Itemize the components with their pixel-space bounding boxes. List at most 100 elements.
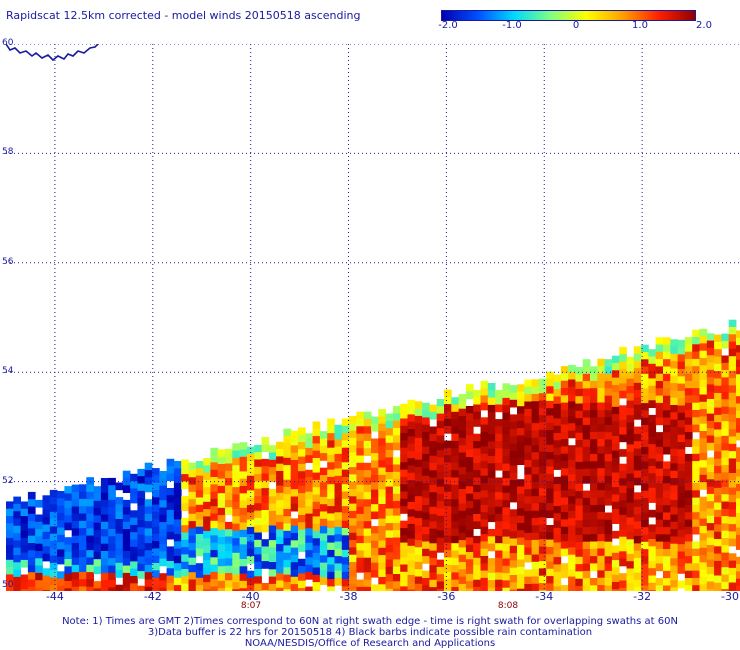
swath-cell	[684, 380, 693, 389]
swath-cell	[79, 571, 87, 580]
swath-cell	[422, 505, 430, 513]
swath-cell	[480, 548, 489, 557]
swath-cell	[6, 581, 14, 590]
swath-cell	[692, 512, 700, 520]
swath-cell	[458, 474, 467, 483]
swath-cell	[188, 535, 197, 544]
swath-cell	[276, 529, 284, 538]
swath-cell	[334, 497, 343, 506]
swath-cell	[517, 457, 525, 465]
swath-cell	[422, 461, 430, 469]
swath-cell	[611, 574, 620, 583]
swath-cell	[684, 344, 693, 353]
swath-cell	[378, 416, 386, 425]
swath-cell	[232, 494, 240, 503]
swath-cell	[465, 442, 474, 451]
swath-cell	[225, 456, 233, 464]
swath-cell	[502, 492, 511, 501]
swath-cell	[502, 383, 511, 391]
swath-cell	[655, 439, 664, 448]
swath-cell	[648, 429, 657, 438]
swath-cell	[290, 430, 299, 439]
swath-cell	[400, 455, 408, 463]
swath-cell	[57, 527, 65, 536]
swath-cell	[728, 385, 737, 394]
swath-cell	[663, 446, 671, 455]
swath-cell	[728, 487, 737, 496]
swath-cell	[480, 512, 489, 520]
swath-cell	[356, 565, 365, 573]
swath-cell	[181, 532, 189, 541]
swath-cell	[195, 577, 204, 586]
swath-cell	[268, 547, 277, 556]
swath-cell	[611, 479, 620, 488]
swath-cell	[560, 570, 569, 579]
swath-cell	[546, 422, 554, 431]
swath-cell	[349, 547, 357, 556]
swath-cell	[728, 348, 737, 357]
swath-cell	[144, 572, 153, 580]
swath-cell	[407, 589, 416, 591]
swath-cell	[195, 512, 204, 520]
swath-cell	[79, 491, 87, 500]
swath-cell	[6, 501, 14, 510]
swath-cell	[444, 455, 452, 463]
swath-cell	[327, 418, 335, 427]
swath-cell	[217, 529, 226, 538]
swath-cell	[568, 401, 576, 410]
swath-cell	[371, 467, 379, 476]
swath-cell	[692, 453, 700, 462]
swath-cell	[509, 399, 518, 408]
swath-cell	[188, 462, 197, 471]
swath-cell	[699, 496, 708, 505]
swath-cell	[692, 497, 700, 506]
map-title: Rapidscat 12.5km corrected - model winds…	[6, 9, 361, 22]
swath-cell	[721, 333, 730, 342]
swath-cell	[327, 535, 335, 543]
swath-cell	[371, 555, 379, 563]
swath-cell	[663, 549, 671, 557]
swath-cell	[582, 432, 591, 440]
swath-cell	[57, 571, 65, 579]
swath-cell	[706, 581, 715, 590]
swath-cell	[225, 565, 233, 574]
swath-cell	[305, 455, 313, 463]
swath-cell	[392, 530, 401, 538]
swath-cell	[100, 558, 109, 566]
swath-cell	[677, 558, 686, 567]
swath-cell	[706, 457, 715, 466]
swath-cell	[195, 570, 204, 579]
swath-cell	[210, 447, 219, 456]
swath-cell	[619, 376, 627, 384]
swath-cell	[721, 399, 730, 407]
swath-cell	[122, 543, 131, 552]
swath-cell	[100, 580, 109, 588]
swath-cell	[64, 559, 73, 567]
swath-cell	[422, 417, 430, 426]
swath-cell	[575, 418, 584, 426]
swath-cell	[604, 410, 613, 418]
swath-cell	[531, 539, 540, 548]
swath-cell	[232, 574, 240, 583]
swath-cell	[392, 420, 401, 429]
swath-cell	[444, 396, 452, 405]
swath-cell	[210, 477, 219, 485]
swath-cell	[575, 476, 584, 485]
swath-cell	[334, 512, 343, 520]
swath-cell	[181, 496, 189, 504]
swath-cell	[524, 438, 532, 446]
swath-cell	[93, 493, 102, 502]
swath-cell	[684, 351, 693, 360]
swath-cell	[655, 417, 664, 426]
swath-cell	[699, 431, 708, 439]
swath-cell	[706, 501, 715, 509]
swath-cell	[283, 581, 292, 590]
swath-cell	[677, 500, 686, 509]
swath-cell	[181, 481, 189, 490]
swath-cell	[407, 560, 416, 569]
swath-cell	[553, 498, 562, 507]
swath-cell	[42, 495, 51, 503]
swath-cell	[210, 586, 219, 591]
swath-cell	[86, 528, 94, 536]
swath-cell	[728, 494, 737, 503]
